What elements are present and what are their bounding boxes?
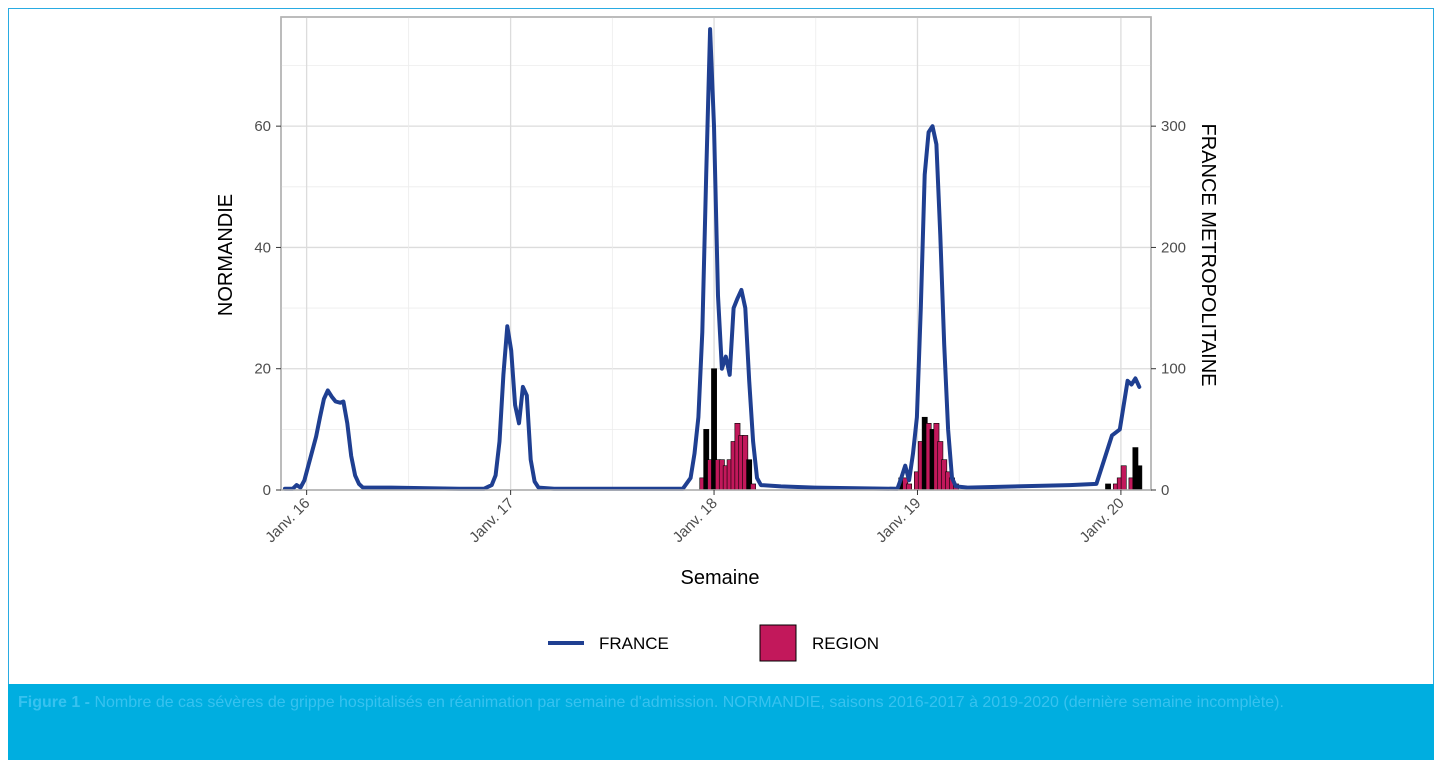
figure-caption: Figure 1 - Nombre de cas sévères de grip… xyxy=(8,684,1434,760)
france-line-group xyxy=(282,27,1142,491)
legend-region-label: REGION xyxy=(812,634,879,653)
legend-france-label: FRANCE xyxy=(599,634,669,653)
y-left-tick-label: 60 xyxy=(254,118,271,135)
y-right-tick-label: 0 xyxy=(1161,482,1169,499)
region-bar xyxy=(1105,483,1111,491)
region-bar xyxy=(1120,465,1127,491)
x-axis-title: Semaine xyxy=(681,567,760,589)
y-left-axis-title: NORMANDIE xyxy=(215,194,237,316)
y-left-tick-label: 20 xyxy=(254,361,271,378)
region-bar xyxy=(1136,465,1143,491)
y-right-tick-label: 200 xyxy=(1161,239,1186,256)
y-right-tick-label: 100 xyxy=(1161,361,1186,378)
plot-border xyxy=(280,16,1152,491)
france-line xyxy=(282,27,1142,491)
x-tick-label: Janv. 19 xyxy=(873,495,924,546)
legend-region-swatch xyxy=(759,624,797,662)
x-tick-label: Janv. 17 xyxy=(466,495,517,546)
caption-figure-label: Figure 1 - xyxy=(18,694,91,711)
x-tick-label: Janv. 20 xyxy=(1076,495,1127,546)
region-bar xyxy=(906,483,913,491)
x-tick-label: Janv. 16 xyxy=(262,495,313,546)
y-right-axis-title: FRANCE METROPOLITAINE xyxy=(1197,124,1219,387)
y-left-ticks: 0 20 40 60 xyxy=(254,118,281,499)
x-ticks: Janv. 16 Janv. 17 Janv. 18 Janv. 19 Janv. 20 xyxy=(262,490,1128,546)
x-tick-label: Janv. 18 xyxy=(670,495,721,546)
y-left-tick-label: 40 xyxy=(254,239,271,256)
caption-text: Nombre de cas sévères de grippe hospital… xyxy=(90,694,1284,711)
y-left-tick-label: 0 xyxy=(263,482,271,499)
legend: FRANCE REGION xyxy=(548,624,879,662)
y-right-tick-label: 300 xyxy=(1161,118,1186,135)
y-right-ticks: 0 100 200 300 xyxy=(1151,118,1186,499)
region-bar xyxy=(750,483,756,491)
